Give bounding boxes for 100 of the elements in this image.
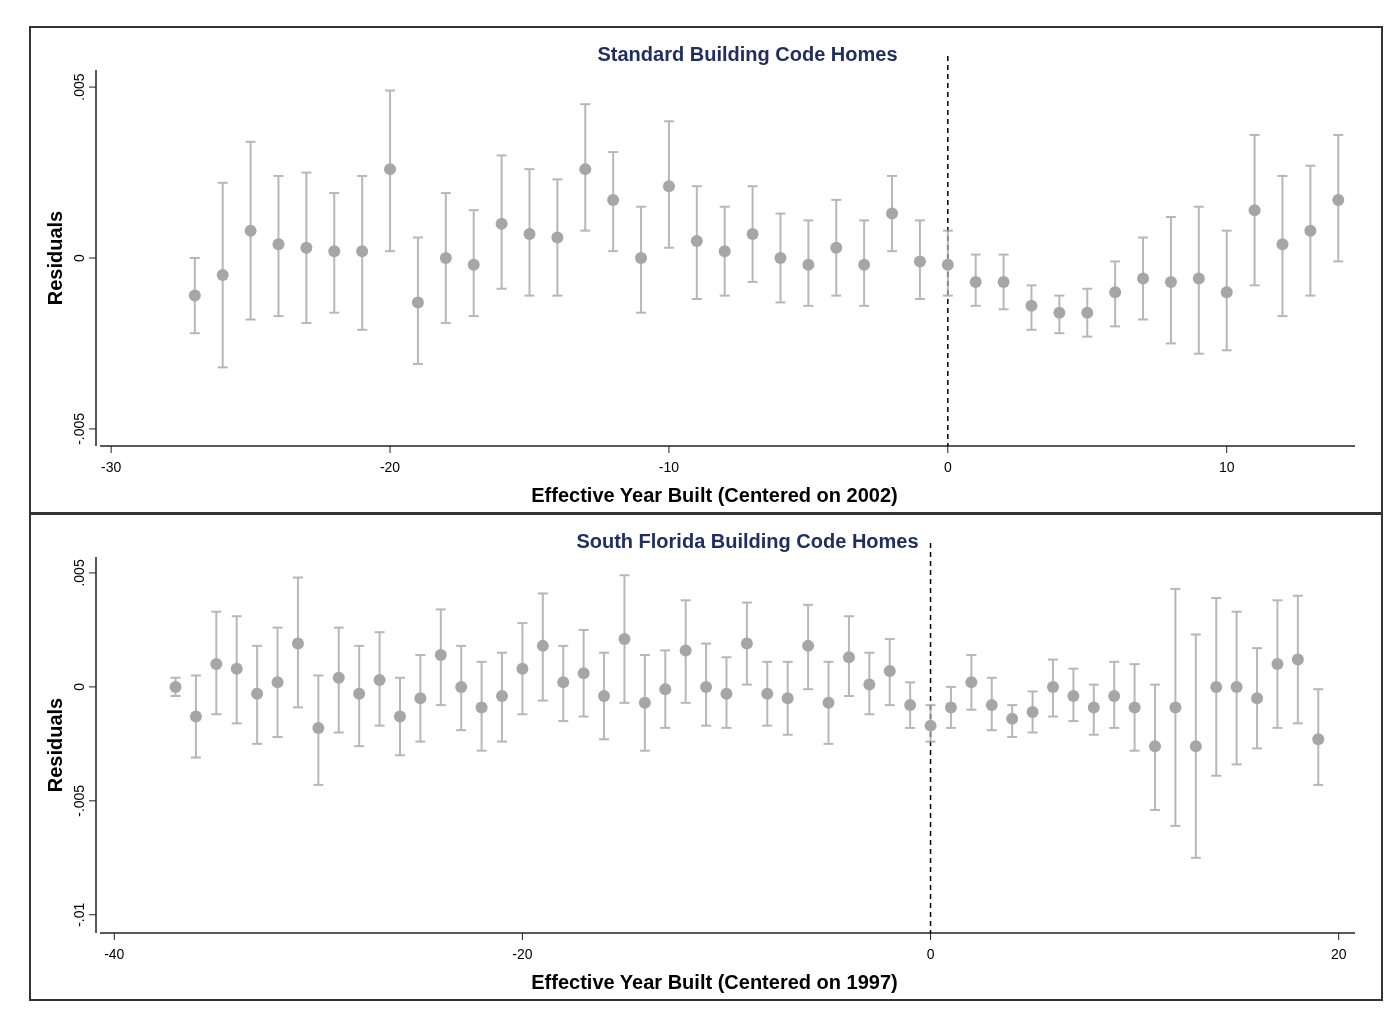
point: [883, 664, 896, 677]
point: [1210, 680, 1223, 693]
point: [842, 651, 855, 664]
x-tick-label: -30: [101, 459, 122, 475]
point: [536, 639, 549, 652]
point: [774, 252, 787, 264]
point: [272, 238, 285, 251]
point: [216, 269, 229, 282]
point: [1081, 306, 1094, 319]
point: [1230, 680, 1243, 693]
point: [1053, 306, 1066, 319]
x-tick-label: -20: [512, 946, 533, 962]
x-tick-label: -10: [658, 459, 680, 475]
point: [373, 674, 386, 687]
point: [746, 228, 759, 241]
point: [1128, 701, 1141, 714]
point: [1087, 701, 1100, 714]
point: [332, 671, 345, 684]
point: [271, 676, 284, 689]
point: [467, 258, 480, 271]
point: [1271, 658, 1284, 671]
point: [300, 241, 313, 254]
point: [638, 696, 651, 709]
point: [434, 648, 447, 661]
point: [414, 692, 427, 705]
point: [356, 245, 369, 258]
point: [720, 687, 733, 700]
point: [1192, 272, 1205, 285]
x-tick-label: 10: [1218, 459, 1235, 475]
point: [802, 639, 815, 652]
point: [169, 680, 182, 693]
point: [822, 696, 835, 709]
point: [579, 163, 592, 176]
point: [941, 258, 954, 271]
point: [188, 289, 201, 302]
point: [965, 676, 978, 689]
point: [495, 217, 508, 230]
point: [1026, 705, 1039, 718]
point: [913, 255, 926, 268]
point: [598, 690, 611, 703]
point: [969, 275, 982, 288]
point: [1109, 286, 1122, 299]
point: [1149, 740, 1162, 753]
point: [251, 687, 264, 700]
point: [635, 252, 648, 264]
point: [1025, 299, 1038, 312]
point: [1276, 238, 1289, 251]
point: [1312, 733, 1325, 746]
point: [997, 275, 1010, 288]
y-tick-label: 0: [71, 682, 87, 691]
point: [1248, 204, 1261, 217]
point: [475, 701, 488, 714]
point: [662, 180, 675, 193]
point: [291, 637, 304, 650]
point: [886, 207, 899, 220]
point: [1164, 275, 1177, 288]
point: [1220, 286, 1233, 299]
point: [210, 658, 223, 671]
point: [607, 193, 620, 206]
point: [718, 245, 731, 258]
point: [1304, 224, 1317, 237]
point: [516, 662, 529, 675]
point: [328, 245, 341, 258]
x-tick-label: 0: [926, 946, 935, 962]
x-tick-label: 0: [943, 459, 952, 475]
point: [700, 680, 713, 693]
x-tick-label: 20: [1330, 946, 1347, 962]
y-axis-title: Residuals: [44, 210, 66, 306]
point: [1291, 653, 1304, 666]
point: [244, 224, 257, 237]
point: [1046, 680, 1059, 693]
point: [1189, 740, 1202, 753]
point: [551, 231, 564, 244]
point: [781, 692, 794, 705]
point: [1332, 193, 1345, 206]
x-tick-label: -40: [104, 946, 125, 962]
y-tick-label: -.005: [71, 412, 87, 445]
point: [189, 710, 202, 723]
point: [439, 252, 452, 264]
point: [690, 234, 703, 247]
point: [577, 667, 590, 680]
point: [985, 699, 998, 712]
point: [411, 296, 424, 309]
point: [858, 258, 871, 271]
point: [353, 687, 366, 700]
point: [1137, 272, 1150, 285]
point: [863, 678, 876, 691]
point: [496, 690, 509, 703]
x-axis-title: Effective Year Built (Centered on 2002): [531, 484, 898, 506]
chart-title: Standard Building Code Homes: [597, 43, 898, 65]
y-tick-label: -.005: [71, 784, 87, 817]
x-axis-title: Effective Year Built (Centered on 1997): [531, 971, 898, 993]
point: [830, 241, 843, 254]
point: [944, 701, 957, 714]
y-tick-label: 0: [71, 253, 87, 262]
point: [740, 637, 753, 650]
point: [1108, 690, 1121, 703]
y-tick-label: .005: [71, 73, 87, 101]
point: [230, 662, 243, 675]
point: [557, 676, 570, 689]
